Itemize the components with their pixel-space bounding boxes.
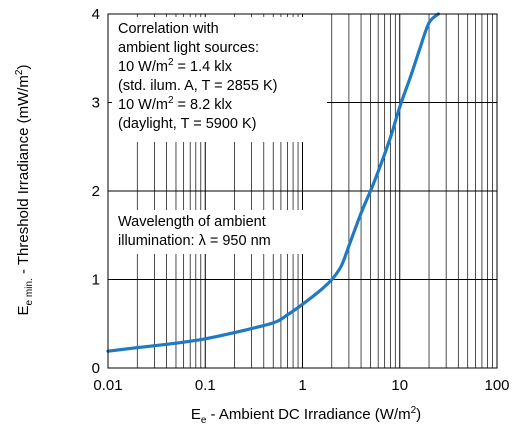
- correlation-note-line: (std. ilum. A, T = 2855 K): [118, 78, 277, 94]
- x-axis-label: Ee - Ambient DC Irradiance (W/m2): [191, 405, 421, 426]
- correlation-note-line: (daylight, T = 5900 K): [118, 116, 257, 132]
- annotation-backgrounds: [112, 17, 327, 254]
- wavelength-note-line: Wavelength of ambient: [118, 214, 266, 230]
- x-tick-label: 0.01: [93, 377, 122, 394]
- correlation-note-line: Correlation with: [118, 21, 219, 37]
- y-tick-label: 3: [92, 95, 100, 112]
- x-tick-label: 0.1: [195, 377, 216, 394]
- y-tick-label: 0: [92, 360, 100, 377]
- wavelength-note-background: [112, 210, 308, 254]
- tick-labels: 0.01 0.1 1 10 100 0 1 2 3 4: [92, 6, 510, 394]
- correlation-note-line: 10 W/m2 = 8.2 klx: [118, 95, 233, 113]
- y-tick-label: 1: [92, 272, 100, 289]
- correlation-note-background: [112, 17, 327, 142]
- x-tick-label: 10: [391, 377, 408, 394]
- y-tick-label: 4: [92, 6, 100, 23]
- series-line-0: [106, 12, 440, 353]
- y-tick-label: 2: [92, 183, 100, 200]
- x-tick-label: 100: [484, 377, 509, 394]
- x-tick-label: 1: [298, 377, 306, 394]
- correlation-note-line: ambient light sources:: [118, 40, 259, 56]
- correlation-note-line: 10 W/m2 = 1.4 klx: [118, 57, 233, 75]
- data-line-layer: [106, 12, 440, 353]
- wavelength-note-line: illumination: λ = 950 nm: [118, 233, 271, 249]
- y-axis-label: Ee min. - Threshold Irradiance (mW/m2): [14, 65, 35, 316]
- plot-frame: [107, 13, 498, 369]
